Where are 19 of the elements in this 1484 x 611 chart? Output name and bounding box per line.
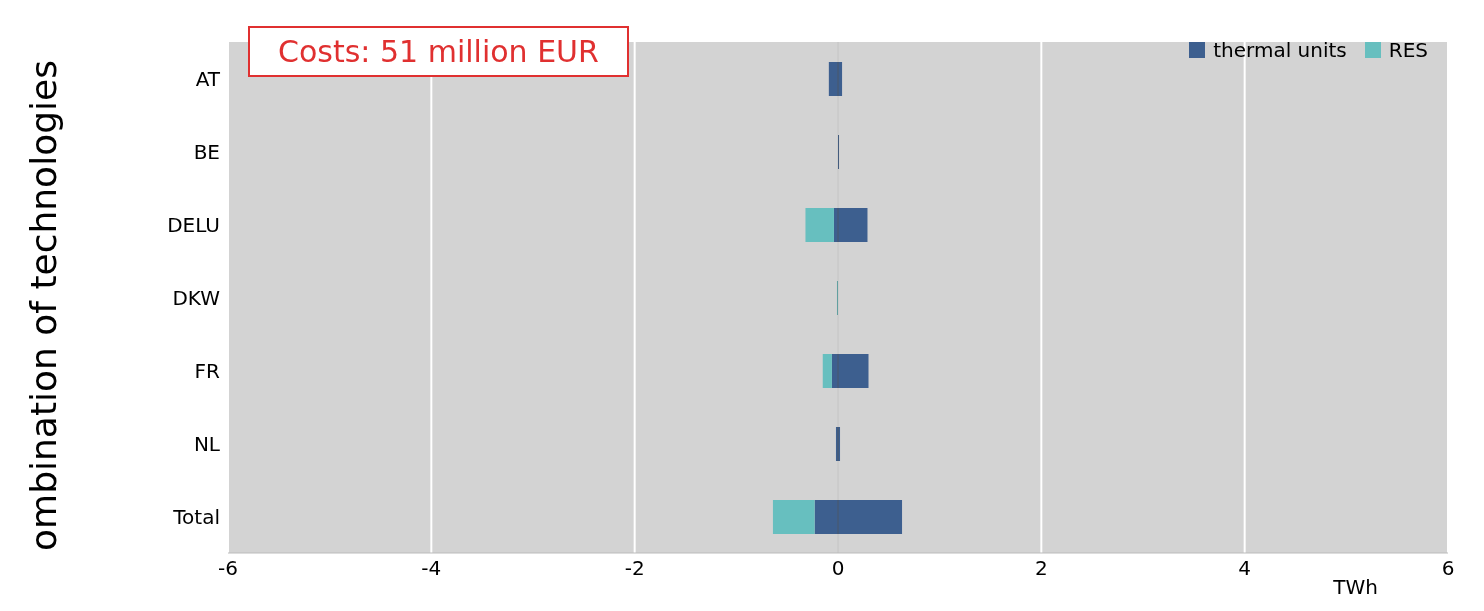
- legend-label: thermal units: [1212, 38, 1347, 62]
- x-tick-label: 6: [1441, 556, 1455, 581]
- y-tick-label: DELU: [167, 212, 220, 237]
- y-tick-label: NL: [193, 431, 221, 456]
- x-tick-label: -6: [218, 556, 238, 581]
- y-tick-label: Total: [172, 504, 220, 529]
- annotation: Costs: 51 million EUR: [248, 26, 629, 77]
- y-tick-label: BE: [193, 139, 220, 164]
- y-tick-label: DKW: [172, 285, 221, 310]
- x-tick-label: 0: [831, 556, 845, 581]
- y-tick-label: FR: [194, 358, 221, 383]
- x-axis-title: TWh: [1333, 575, 1378, 599]
- legend-label: RES: [1387, 38, 1428, 62]
- x-tick-label: 2: [1034, 556, 1048, 581]
- y-axis-title: ombination of technologies: [22, 60, 64, 551]
- x-tick-label: -4: [421, 556, 442, 581]
- x-tick-label: 4: [1238, 556, 1252, 581]
- x-tick-label: -2: [624, 556, 645, 581]
- y-tick-label: AT: [195, 66, 221, 91]
